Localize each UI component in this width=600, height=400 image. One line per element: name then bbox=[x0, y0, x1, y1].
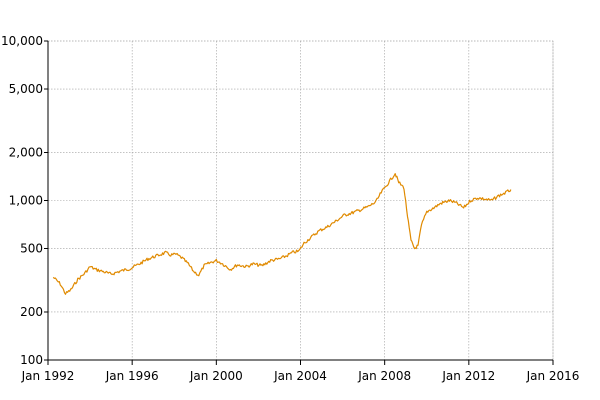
x-tick-label: Jan 2016 bbox=[526, 369, 580, 383]
axis-ticks bbox=[44, 40, 554, 365]
grid bbox=[47, 40, 554, 361]
x-tick-label: Jan 2000 bbox=[189, 369, 243, 383]
x-axis-tick-labels: Jan 1992 Jan 1996 Jan 2000 Jan 2004 Jan 2008… bbox=[21, 369, 580, 383]
series-layer bbox=[52, 173, 512, 295]
y-tick-label: 10,000 bbox=[1, 34, 43, 48]
x-tick-label: Jan 2012 bbox=[441, 369, 495, 383]
y-tick-label: 200 bbox=[20, 305, 43, 319]
x-tick-label: Jan 1992 bbox=[21, 369, 75, 383]
y-tick-label: 2,000 bbox=[9, 145, 43, 159]
y-tick-label: 500 bbox=[20, 242, 43, 256]
y-tick-label: 5,000 bbox=[9, 82, 43, 96]
y-axis-tick-labels: 100 200 500 1,000 2,000 5,000 10,000 bbox=[1, 34, 43, 367]
x-tick-label: Jan 2004 bbox=[273, 369, 327, 383]
y-tick-label: 100 bbox=[20, 353, 43, 367]
x-tick-label: Jan 1996 bbox=[105, 369, 159, 383]
series-line-0 bbox=[52, 173, 512, 295]
y-tick-label: 1,000 bbox=[9, 194, 43, 208]
x-tick-label: Jan 2008 bbox=[357, 369, 411, 383]
